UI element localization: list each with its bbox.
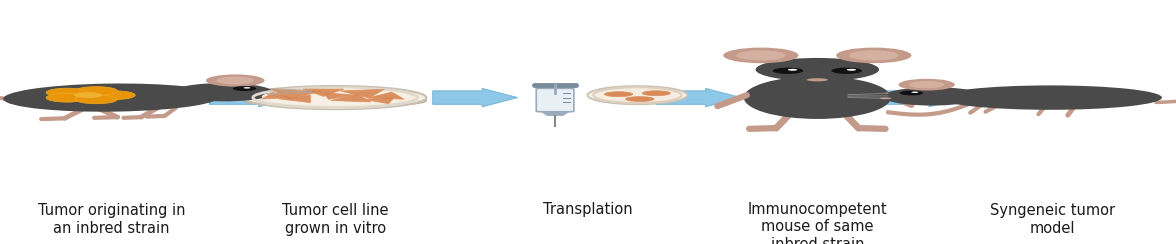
Polygon shape xyxy=(540,111,570,116)
Text: Syngeneic tumor
model: Syngeneic tumor model xyxy=(990,203,1115,236)
Polygon shape xyxy=(303,89,343,96)
Circle shape xyxy=(736,50,786,61)
Circle shape xyxy=(831,68,862,74)
Polygon shape xyxy=(340,89,385,98)
Polygon shape xyxy=(262,92,294,99)
Circle shape xyxy=(723,48,799,63)
Circle shape xyxy=(233,86,256,91)
Ellipse shape xyxy=(245,94,426,107)
Polygon shape xyxy=(363,97,394,104)
Circle shape xyxy=(773,68,803,74)
Circle shape xyxy=(93,91,135,100)
Circle shape xyxy=(206,74,265,87)
FancyArrow shape xyxy=(433,89,517,107)
Circle shape xyxy=(898,79,955,91)
Ellipse shape xyxy=(642,91,670,96)
Circle shape xyxy=(243,87,250,89)
Circle shape xyxy=(216,77,254,84)
Polygon shape xyxy=(368,92,405,99)
Ellipse shape xyxy=(938,85,1162,110)
Ellipse shape xyxy=(245,86,426,109)
Ellipse shape xyxy=(4,83,220,112)
Text: Immunocompetent
mouse of same
inbred strain: Immunocompetent mouse of same inbred str… xyxy=(748,202,887,244)
FancyArrow shape xyxy=(880,89,964,107)
Ellipse shape xyxy=(755,58,878,81)
Polygon shape xyxy=(279,95,310,103)
Circle shape xyxy=(847,69,856,71)
Text: Tumor originating in
an inbred strain: Tumor originating in an inbred strain xyxy=(38,203,186,236)
Circle shape xyxy=(788,69,797,71)
Text: Tumor cell line
grown in vitro: Tumor cell line grown in vitro xyxy=(282,203,388,236)
Ellipse shape xyxy=(267,93,279,95)
Ellipse shape xyxy=(261,88,409,105)
Ellipse shape xyxy=(883,87,982,106)
Circle shape xyxy=(911,92,918,93)
Polygon shape xyxy=(330,94,370,102)
Polygon shape xyxy=(323,93,354,99)
FancyArrow shape xyxy=(656,89,741,107)
Ellipse shape xyxy=(807,78,828,81)
Circle shape xyxy=(836,48,911,63)
Circle shape xyxy=(46,93,88,102)
FancyBboxPatch shape xyxy=(536,88,574,112)
Circle shape xyxy=(849,50,898,61)
Circle shape xyxy=(75,87,118,95)
Circle shape xyxy=(46,88,88,97)
Text: Transplation: Transplation xyxy=(543,202,633,217)
Circle shape xyxy=(900,91,923,95)
Ellipse shape xyxy=(880,97,891,99)
FancyArrow shape xyxy=(209,89,294,107)
Circle shape xyxy=(75,95,118,104)
Ellipse shape xyxy=(626,97,654,102)
Ellipse shape xyxy=(743,76,891,119)
Ellipse shape xyxy=(588,86,687,104)
Polygon shape xyxy=(272,89,321,99)
Circle shape xyxy=(909,81,944,88)
Circle shape xyxy=(74,92,102,98)
Ellipse shape xyxy=(604,92,633,97)
Ellipse shape xyxy=(174,83,273,102)
